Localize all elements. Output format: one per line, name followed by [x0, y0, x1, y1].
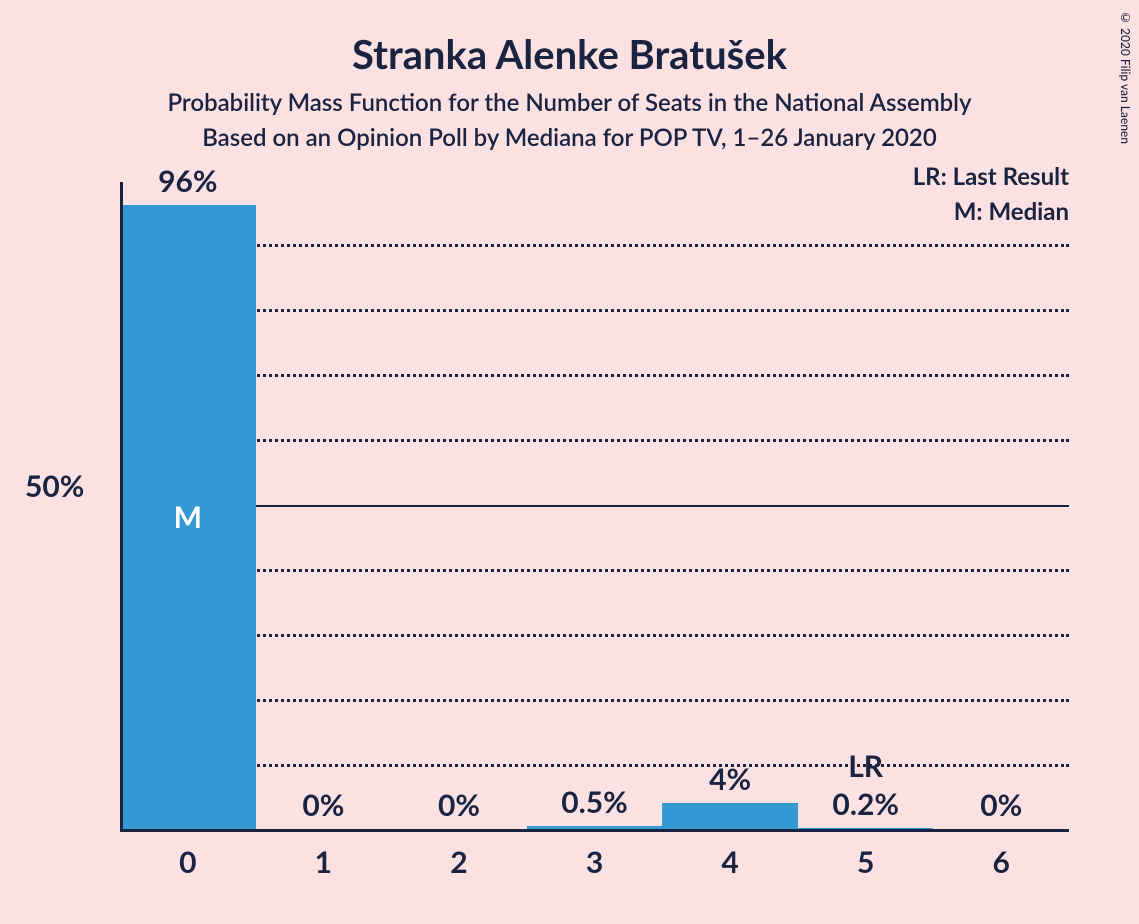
x-axis-tick: 1	[256, 844, 392, 880]
bar-value-label: 0.2%	[832, 786, 899, 822]
y-axis-line	[120, 182, 123, 832]
bar-slot: 0%	[391, 182, 527, 829]
bars: M96%0%0%0.5%4%0.2%LR0%	[120, 182, 1069, 829]
bar: 4%	[662, 803, 798, 829]
bar-slot: 0.2%LR	[798, 182, 934, 829]
bar-slot: 0%	[256, 182, 392, 829]
x-axis-tick: 5	[798, 844, 934, 880]
bar-marker: M	[174, 499, 202, 535]
bar-value-label: 0%	[302, 787, 344, 823]
plot-area: LR: Last Result M: Median M96%0%0%0.5%4%…	[120, 182, 1069, 832]
bar-value-label: 0%	[980, 787, 1022, 823]
x-axis-tick: 3	[527, 844, 663, 880]
chart-title: Stranka Alenke Bratušek	[50, 30, 1089, 78]
x-axis-tick: 4	[662, 844, 798, 880]
x-axis-line	[120, 829, 1069, 832]
x-axis-ticks: 0123456	[120, 844, 1069, 880]
x-axis-tick: 0	[120, 844, 256, 880]
bar-value-label: 96%	[158, 163, 217, 199]
bar-value-label: 4%	[709, 761, 751, 797]
x-axis-tick: 2	[391, 844, 527, 880]
bar-slot: 0%	[933, 182, 1069, 829]
bar-slot: M96%	[120, 182, 256, 829]
y-axis-label: 50%	[25, 468, 84, 504]
x-axis-tick: 6	[933, 844, 1069, 880]
bar-value-label: 0%	[438, 787, 480, 823]
bar: M96%	[120, 205, 256, 829]
bar-value-label: 0.5%	[561, 784, 628, 820]
chart-subtitle-2: Based on an Opinion Poll by Mediana for …	[50, 123, 1089, 152]
bar-slot: 0.5%	[527, 182, 663, 829]
chart-container: Stranka Alenke Bratušek Probability Mass…	[0, 0, 1139, 924]
bar-marker: LR	[848, 748, 883, 784]
chart-subtitle-1: Probability Mass Function for the Number…	[50, 88, 1089, 117]
copyright-text: © 2020 Filip van Laenen	[1118, 10, 1133, 144]
bar-slot: 4%	[662, 182, 798, 829]
